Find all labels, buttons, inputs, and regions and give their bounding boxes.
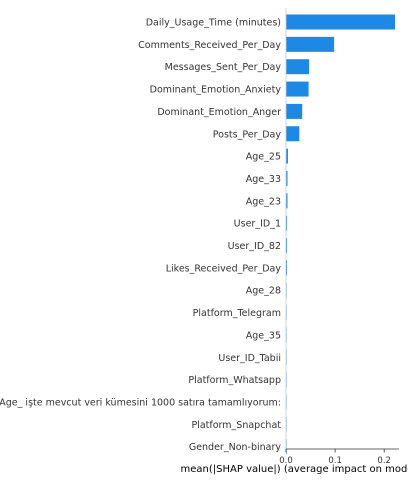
y-tick-label-14: Age_35 xyxy=(246,330,281,341)
bar-3 xyxy=(286,81,309,97)
y-tick-label-9: User_ID_1 xyxy=(234,219,281,230)
x-axis-label: mean(|SHAP value|) (average impact on mo… xyxy=(181,464,408,475)
y-tick-label-10: User_ID_82 xyxy=(228,241,281,252)
y-tick-label-6: Age_25 xyxy=(246,152,281,163)
y-tick-label-17: Age_ işte mevcut veri kümesini 1000 satı… xyxy=(0,397,281,408)
y-tick-label-4: Dominant_Emotion_Anger xyxy=(157,107,281,118)
bar-2 xyxy=(286,59,310,75)
y-tick-label-1: Comments_Received_Per_Day xyxy=(138,40,281,51)
y-labels-group: Daily_Usage_Time (minutes) Comments_Recei… xyxy=(0,18,281,454)
bar-4 xyxy=(286,103,303,119)
y-tick-label-8: Age_23 xyxy=(246,196,281,207)
x-tick-label-2: 0.2 xyxy=(377,456,391,466)
bar-1 xyxy=(286,36,335,52)
bar-5 xyxy=(286,126,300,142)
bar-11 xyxy=(286,260,287,276)
x-tick-label-0: 0.0 xyxy=(279,456,293,466)
y-tick-label-13: Platform_Telegram xyxy=(193,308,281,319)
y-tick-label-11: Likes_Received_Per_Day xyxy=(166,263,282,274)
bar-0 xyxy=(286,14,396,30)
y-tick-label-16: Platform_Whatsapp xyxy=(188,375,281,386)
y-tick-label-5: Posts_Per_Day xyxy=(213,129,282,140)
y-tick-label-2: Messages_Sent_Per_Day xyxy=(165,62,282,73)
bars-group xyxy=(286,14,396,455)
x-ticks-group: 0.0 0.1 0.2 xyxy=(279,449,391,466)
y-tick-label-0: Daily_Usage_Time (minutes) xyxy=(146,18,281,29)
y-tick-label-7: Age_33 xyxy=(246,174,281,185)
bar-9 xyxy=(286,215,287,231)
y-tick-label-12: Age_28 xyxy=(246,286,281,297)
bar-10 xyxy=(286,238,287,253)
y-tick-label-19: Gender_Non-binary xyxy=(189,442,282,453)
y-tick-label-15: User_ID_Tabii xyxy=(218,353,281,364)
bar-8 xyxy=(286,193,288,209)
bar-7 xyxy=(286,170,288,186)
y-tick-label-3: Dominant_Emotion_Anxiety xyxy=(150,85,282,96)
y-tick-label-18: Platform_Snapchat xyxy=(191,420,281,431)
x-tick-label-1: 0.1 xyxy=(328,456,342,466)
bar-6 xyxy=(286,148,288,164)
